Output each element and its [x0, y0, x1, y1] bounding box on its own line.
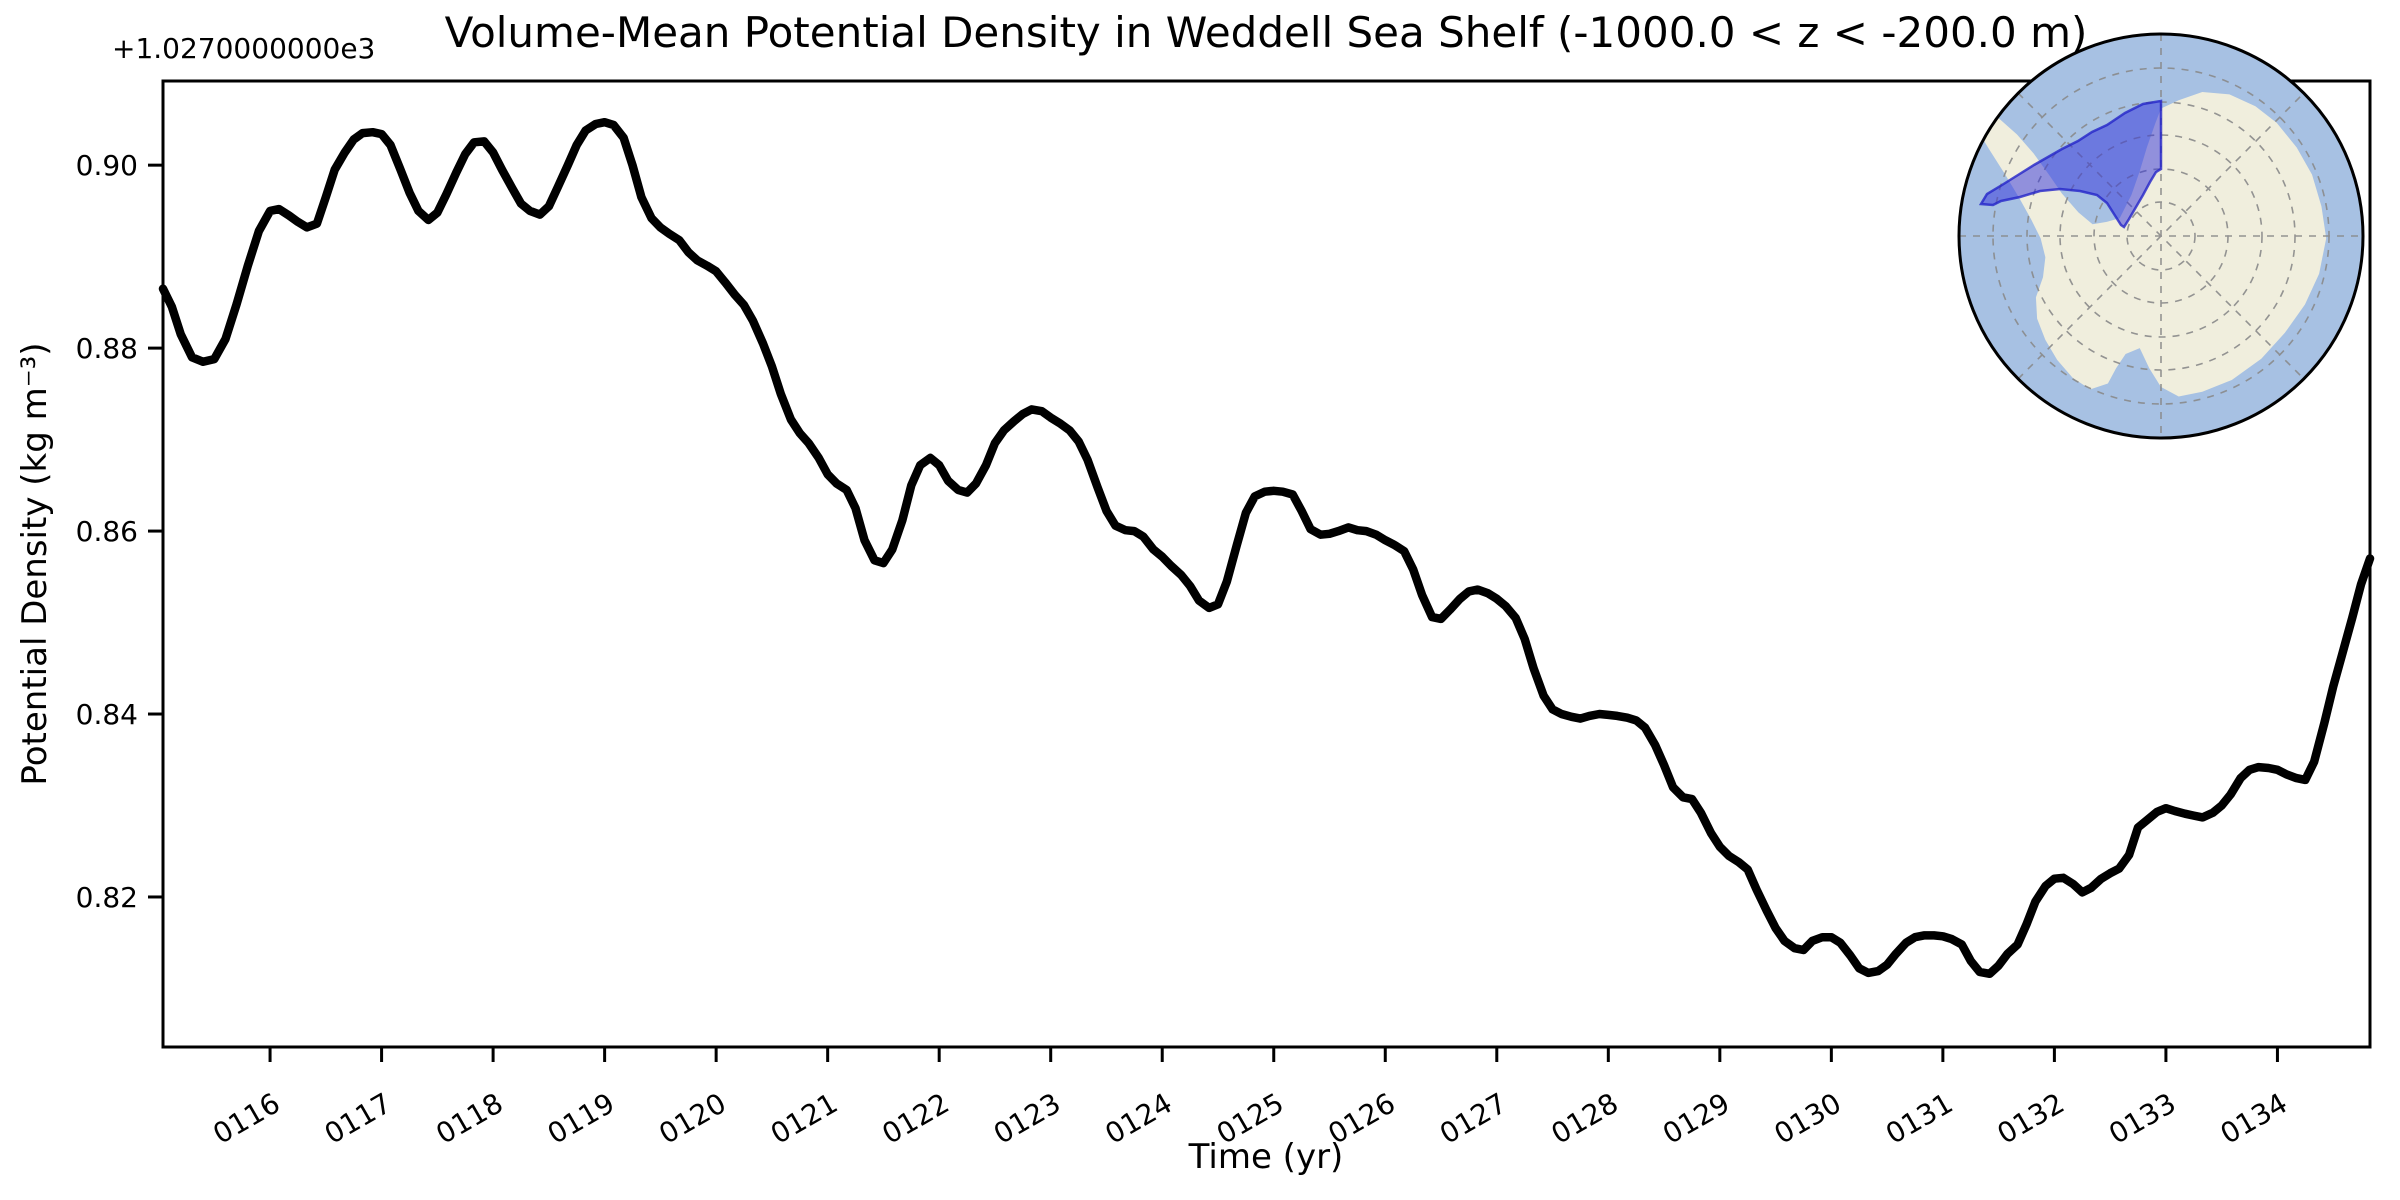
antarctica-inset-map — [1953, 32, 2365, 440]
peninsula-island — [1953, 124, 1957, 136]
y-tick-label: 0.86 — [76, 515, 138, 548]
x-tick-label: 0120 — [653, 1086, 731, 1150]
x-tick-label: 0132 — [1992, 1086, 2070, 1150]
peninsula-island — [1959, 108, 1966, 118]
y-axis-ticks: 0.82 0.84 0.86 0.88 0.90 — [76, 149, 163, 914]
x-tick-label: 0116 — [207, 1086, 285, 1150]
y-tick-label: 0.84 — [76, 698, 138, 731]
y-axis-offset-text: +1.0270000000e3 — [112, 32, 375, 65]
map-outline — [1957, 32, 2365, 440]
x-tick-label: 0128 — [1546, 1086, 1624, 1150]
x-tick-label: 0124 — [1100, 1086, 1178, 1150]
x-tick-label: 0117 — [319, 1086, 397, 1150]
x-tick-label: 0123 — [988, 1086, 1066, 1150]
x-tick-label: 0130 — [1769, 1086, 1847, 1150]
y-tick-label: 0.90 — [76, 149, 138, 182]
map-graticule — [1959, 34, 2363, 438]
x-axis-label: Time (yr) — [1188, 1137, 1344, 1177]
x-tick-label: 0118 — [430, 1086, 508, 1150]
x-tick-label: 0133 — [2103, 1086, 2181, 1150]
weddell-shelf-highlight-region — [1978, 99, 2163, 229]
chart-title: Volume-Mean Potential Density in Weddell… — [444, 8, 2088, 57]
x-tick-label: 0134 — [2215, 1086, 2293, 1150]
x-tick-label: 0119 — [542, 1086, 620, 1150]
x-tick-label: 0122 — [876, 1086, 954, 1150]
x-tick-label: 0131 — [1880, 1086, 1958, 1150]
density-line — [158, 117, 2375, 979]
x-tick-label: 0121 — [765, 1086, 843, 1150]
antarctica-continent — [1967, 92, 2327, 397]
x-tick-label: 0129 — [1657, 1086, 1735, 1150]
y-axis-label: Potential Density (kg m⁻³) — [15, 342, 55, 785]
x-axis-ticks: 0116 0117 0118 0119 0120 0121 0122 0123 0124 0125… — [207, 1047, 2293, 1151]
y-tick-label: 0.88 — [76, 332, 138, 365]
y-tick-label: 0.82 — [76, 881, 138, 914]
x-tick-label: 0127 — [1434, 1086, 1512, 1150]
